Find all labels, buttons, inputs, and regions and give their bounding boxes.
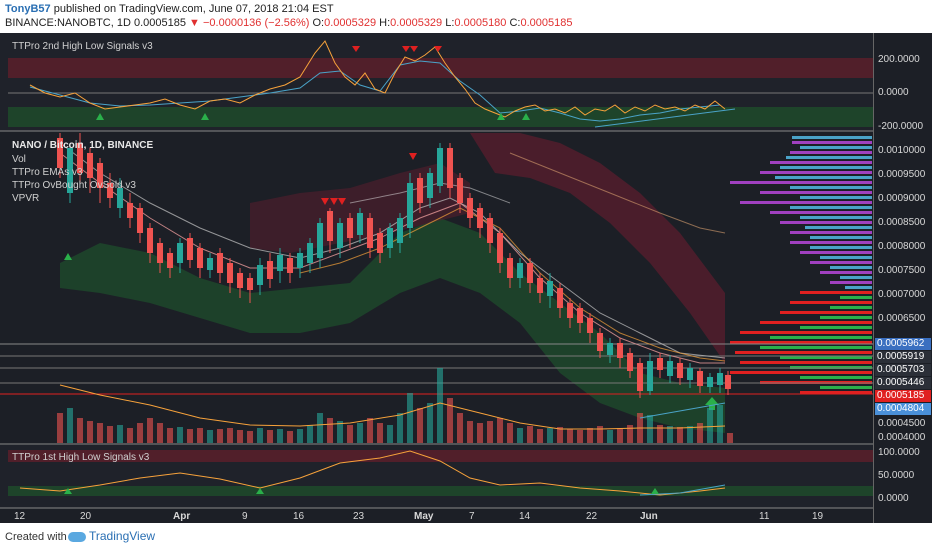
price-tick: 0.0004000: [878, 432, 926, 443]
price-tick: 0.0007500: [878, 265, 926, 276]
indicator-vol[interactable]: Vol: [12, 154, 26, 165]
time-tick: 14: [519, 511, 531, 522]
price-label: 0.0005703: [875, 364, 931, 376]
price-tick: 0.0006500: [878, 313, 926, 324]
time-tick: 9: [242, 511, 248, 522]
main-pane: [0, 132, 873, 444]
chart-canvas[interactable]: [0, 33, 932, 523]
price-label: 0.0005919: [875, 351, 931, 363]
created-with-text: Created with: [5, 531, 67, 543]
open-label: O:: [312, 17, 325, 29]
price-tick: 0.0004500: [878, 418, 926, 429]
close-value: 0.0005185: [520, 17, 573, 29]
overbought-cloud: [470, 133, 725, 363]
buy-signal-markers: [96, 113, 530, 120]
publish-line: TonyB57 published on TradingView.com, Ju…: [5, 3, 334, 15]
time-tick: 11: [759, 511, 770, 522]
tradingview-cloud-icon: [68, 531, 86, 542]
price-tick: 0.0009500: [878, 169, 926, 180]
price-tick: 0.0007000: [878, 289, 926, 300]
low-label: L:: [445, 17, 455, 29]
time-tick: 12: [14, 511, 26, 522]
footer: Created with TradingView: [0, 523, 932, 550]
price-tick: 0.0008500: [878, 217, 926, 228]
time-tick: 23: [353, 511, 365, 522]
tradingview-logo-link[interactable]: TradingView: [68, 529, 155, 543]
close-label: C:: [509, 17, 521, 29]
time-tick: May: [414, 511, 434, 522]
open-value: 0.0005329: [324, 17, 377, 29]
price-tick: 0.0008000: [878, 241, 926, 252]
top-tick: 0.0000: [878, 87, 909, 98]
price-label: 0.0005446: [875, 377, 931, 389]
low-value: 0.0005180: [454, 17, 507, 29]
author-link[interactable]: TonyB57: [5, 3, 51, 15]
price-change: −0.0000136 (−2.56%): [203, 17, 310, 29]
last-price: 0.0005185: [133, 17, 186, 29]
osc-tick: 50.0000: [878, 470, 915, 481]
high-value: 0.0005329: [390, 17, 443, 29]
main-pane-title: NANO / Bitcoin, 1D, BINANCE: [12, 140, 154, 151]
top-tick: 200.0000: [878, 54, 920, 65]
time-tick: 20: [80, 511, 92, 522]
ohlc-line: BINANCE:NANOBTC, 1D 0.0005185 ▼ −0.00001…: [5, 17, 572, 29]
osc-tick: 0.0000: [878, 493, 909, 504]
indicator-emas[interactable]: TTPro EMAs v3: [12, 167, 83, 178]
candlesticks: [57, 133, 731, 398]
indicator-obos[interactable]: TTPro OvBought OvSold v3: [12, 180, 136, 191]
high-label: H:: [379, 17, 391, 29]
published-text: published on TradingView.com, June 07, 2…: [53, 3, 334, 15]
symbol-label: BINANCE:NANOBTC, 1D: [5, 17, 131, 29]
time-tick: Apr: [173, 511, 191, 522]
top-pane: [0, 33, 873, 131]
osc-tick: 100.0000: [878, 447, 920, 458]
time-tick: 7: [469, 511, 475, 522]
price-axis[interactable]: [873, 33, 932, 523]
down-arrow-icon: ▼: [189, 17, 200, 29]
oversold-band: [8, 107, 873, 127]
bottom-pane-title: TTPro 1st High Low Signals v3: [12, 452, 150, 463]
top-pane-title: TTPro 2nd High Low Signals v3: [12, 41, 153, 52]
time-tick: 19: [812, 511, 824, 522]
sell-signal-markers: [352, 46, 442, 52]
price-label: 0.0005962: [875, 338, 931, 350]
main-buy-markers: [64, 253, 719, 410]
main-sell-markers: [321, 153, 417, 205]
time-tick: 16: [293, 511, 305, 522]
time-tick: Jun: [640, 511, 658, 522]
overbought-band: [8, 58, 873, 78]
indicator-vpvr[interactable]: VPVR: [12, 193, 40, 204]
time-tick: 22: [586, 511, 598, 522]
last-price-label: 0.0005185: [875, 390, 931, 402]
price-tick: 0.0009000: [878, 193, 926, 204]
price-tick: 0.0010000: [878, 145, 926, 156]
bottom-pane: [0, 445, 873, 508]
brand-name: TradingView: [89, 529, 156, 543]
price-label: 0.0004804: [875, 403, 931, 415]
chart-header: TonyB57 published on TradingView.com, Ju…: [0, 0, 932, 33]
oversold-cloud: [60, 218, 725, 433]
top-tick: -200.0000: [878, 121, 924, 132]
chart-area[interactable]: TTPro 2nd High Low Signals v3 NANO / Bit…: [0, 33, 932, 523]
